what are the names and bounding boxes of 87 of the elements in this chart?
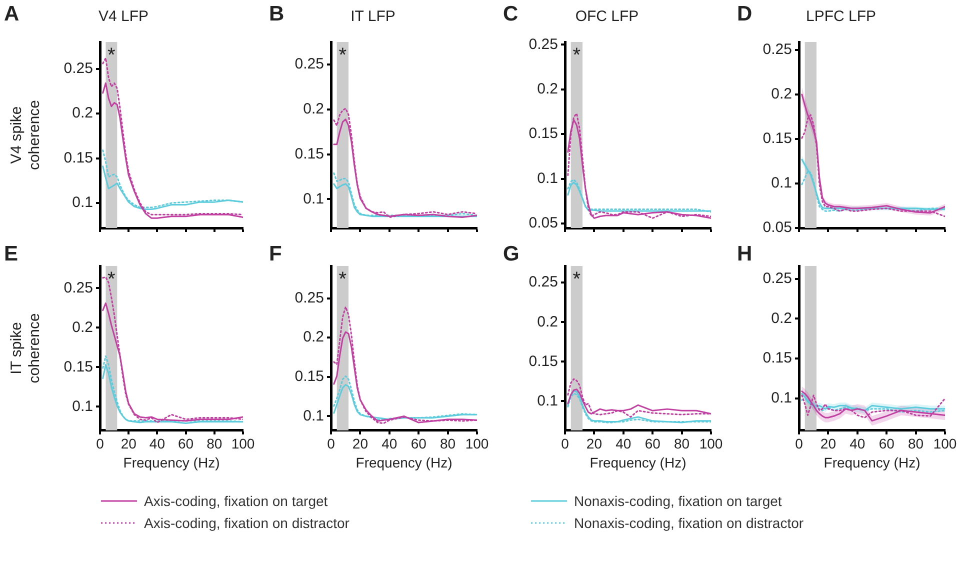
y-tick-label: 0.25: [294, 56, 324, 73]
y-tick-label: 0.15: [762, 350, 792, 367]
x-tick-label: 60: [410, 436, 427, 452]
x-axis-title: Frequency (Hz): [356, 454, 452, 470]
legend-label: Axis-coding, fixation on distractor: [144, 515, 350, 531]
x-tick-label: 60: [178, 436, 194, 452]
band-label: *: [572, 44, 581, 67]
x-tick-label: 80: [206, 436, 222, 452]
y-tick-label: 0.25: [64, 60, 93, 77]
x-tick-label: 40: [382, 436, 398, 452]
y-tick-label: 0.1: [303, 407, 324, 424]
y-tick-label: 0.2: [537, 313, 558, 330]
y-tick-label: 0.1: [537, 170, 558, 187]
text: A: [4, 2, 20, 26]
y-tick-label: 0.25: [528, 36, 558, 53]
x-tick-label: 0: [327, 436, 336, 452]
y-tick-label: 0.15: [294, 368, 324, 386]
x-tick-label: 40: [850, 436, 866, 452]
x-tick-label: 60: [644, 436, 661, 452]
x-axis-title: Frequency (Hz): [590, 454, 686, 470]
x-axis-title: Frequency (Hz): [824, 454, 920, 470]
y-tick-label: 0.2: [537, 80, 558, 98]
y-tick-label: 0.1: [303, 190, 324, 208]
x-tick-label: 100: [933, 436, 957, 452]
text: E: [4, 242, 18, 266]
band-label: *: [338, 44, 347, 67]
text: D: [737, 2, 752, 26]
x-tick-label: 80: [674, 436, 690, 452]
text: B: [269, 2, 284, 26]
y-tick-label: 0.1: [72, 398, 93, 415]
text: H: [737, 242, 752, 266]
x-tick-label: 40: [616, 436, 632, 452]
x-tick-label: 60: [878, 436, 895, 452]
y-axis-title: IT spike coherence: [8, 313, 44, 384]
x-tick-label: 20: [586, 436, 602, 452]
band-label: *: [108, 44, 116, 67]
y-tick-label: 0.15: [64, 358, 93, 376]
band-label: *: [572, 268, 581, 291]
chart-title: IT LFP: [350, 8, 396, 26]
y-tick-label: 0.05: [528, 214, 558, 232]
x-tick-label: 100: [465, 436, 489, 452]
y-tick-label: 0.25: [294, 289, 324, 306]
y-tick-label: 0.25: [762, 270, 792, 287]
y-tick-label: 0.2: [771, 86, 792, 103]
x-tick-label: 0: [561, 436, 570, 452]
x-tick-label: 80: [908, 436, 924, 452]
y-tick-label: 0.2: [72, 104, 93, 122]
text: F: [269, 242, 282, 266]
y-tick-label: 0.1: [537, 392, 558, 410]
legend-label: Nonaxis-coding, fixation on target: [574, 493, 782, 509]
y-tick-label: 0.25: [64, 279, 93, 296]
x-tick-label: 100: [231, 436, 255, 452]
y-tick-label: 0.15: [528, 125, 558, 142]
y-tick-label: 0.15: [64, 149, 93, 166]
band-label: *: [338, 268, 347, 291]
line-series: [102, 57, 243, 216]
y-axis-title: V4 spike coherence: [8, 100, 44, 170]
x-tick-label: 80: [440, 436, 456, 452]
y-tick-label: 0.15: [762, 130, 792, 148]
x-tick-label: 40: [149, 436, 166, 452]
text: C: [503, 2, 518, 26]
x-tick-label: 0: [96, 436, 104, 452]
y-tick-label: 0.15: [294, 145, 324, 162]
chart-title: LPFC LFP: [806, 8, 876, 26]
x-tick-label: 20: [120, 436, 137, 452]
y-tick-label: 0.25: [762, 41, 792, 58]
y-tick-label: 0.2: [771, 310, 792, 327]
chart-title: V4 LFP: [98, 8, 149, 26]
y-tick-label: 0.25: [528, 274, 558, 291]
y-tick-label: 0.1: [72, 194, 93, 212]
text: G: [503, 242, 520, 266]
legend-label: Nonaxis-coding, fixation on distractor: [574, 515, 804, 531]
y-tick-label: 0.1: [771, 174, 792, 192]
x-tick-label: 100: [699, 436, 723, 452]
y-tick-label: 0.2: [72, 318, 93, 336]
y-tick-label: 0.2: [303, 100, 324, 118]
x-tick-label: 20: [820, 436, 836, 452]
band-label: *: [108, 268, 116, 291]
y-tick-label: 0.1: [771, 390, 792, 407]
chart-title: OFC LFP: [575, 8, 639, 26]
y-tick-label: 0.05: [762, 219, 792, 236]
x-tick-label: 0: [795, 436, 804, 452]
y-tick-label: 0.2: [303, 328, 324, 346]
y-tick-label: 0.15: [528, 352, 558, 370]
legend-label: Axis-coding, fixation on target: [144, 493, 328, 509]
x-axis-title: Frequency (Hz): [123, 454, 220, 470]
x-tick-label: 20: [352, 436, 368, 452]
